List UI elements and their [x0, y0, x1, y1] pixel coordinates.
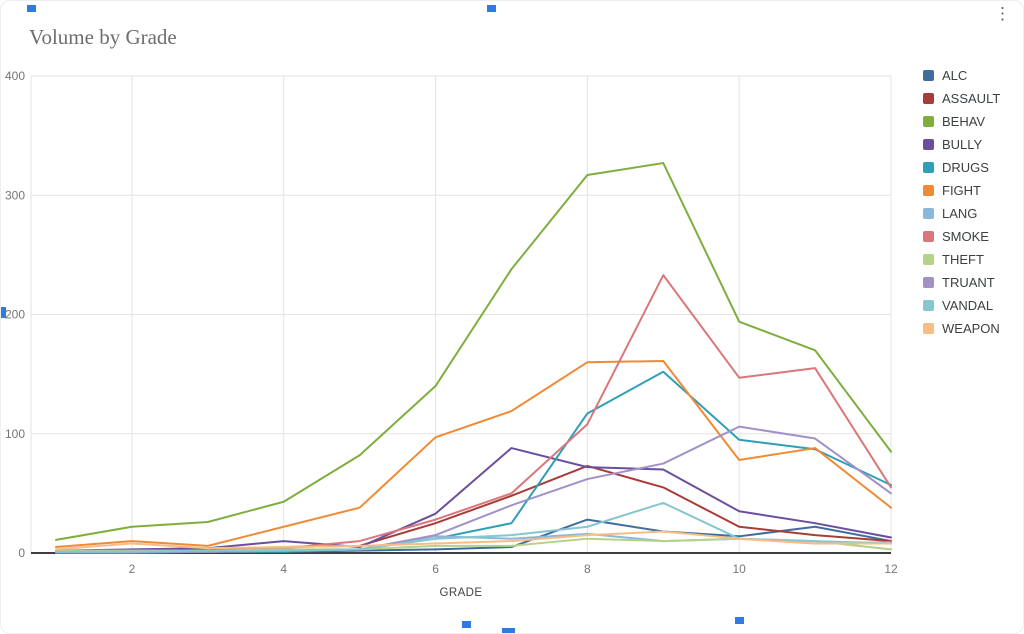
x-tick-label: 10	[733, 562, 747, 576]
legend-swatch	[923, 300, 934, 311]
legend-label: SMOKE	[942, 229, 989, 244]
legend: ALC ASSAULT BEHAV BULLY DRUGS FIGHT LANG SMOKE T…	[923, 69, 1000, 335]
legend-label: LANG	[942, 206, 978, 221]
x-axis-title: GRADE	[439, 587, 483, 599]
legend-label: TRUANT	[942, 275, 995, 290]
series-line-bully[interactable]	[55, 447, 892, 552]
legend-swatch	[923, 277, 934, 288]
kebab-menu-icon: ⋮	[994, 4, 1011, 23]
legend-label: DRUGS	[942, 160, 989, 175]
y-tick-label: 200	[5, 308, 25, 322]
series-line-weapon[interactable]	[55, 530, 892, 551]
legend-item-behav[interactable]: BEHAV	[923, 115, 1000, 128]
legend-label: BULLY	[942, 137, 983, 152]
artifact-mark	[462, 621, 471, 628]
x-tick-label: 6	[432, 562, 439, 576]
legend-swatch	[923, 323, 934, 334]
legend-swatch	[923, 93, 934, 104]
x-tick-label: 12	[884, 562, 898, 576]
legend-label: FIGHT	[942, 183, 981, 198]
legend-item-alc[interactable]: ALC	[923, 69, 1000, 82]
legend-swatch	[923, 254, 934, 265]
legend-label: ASSAULT	[942, 91, 1001, 106]
legend-swatch	[923, 162, 934, 173]
legend-swatch	[923, 116, 934, 127]
artifact-mark	[487, 5, 496, 12]
legend-swatch	[923, 70, 934, 81]
x-tick-label: 8	[584, 562, 591, 576]
legend-item-smoke[interactable]: SMOKE	[923, 230, 1000, 243]
legend-swatch	[923, 208, 934, 219]
legend-item-vandal[interactable]: VANDAL	[923, 299, 1000, 312]
artifact-mark	[502, 628, 515, 633]
line-chart[interactable]: 0 100 200 300 400 2 4 6 8 10 12	[1, 53, 901, 613]
y-tick-label: 100	[5, 427, 25, 441]
legend-item-weapon[interactable]: WEAPON	[923, 322, 1000, 335]
legend-swatch	[923, 139, 934, 150]
y-tick-label: 300	[5, 188, 25, 202]
legend-item-theft[interactable]: THEFT	[923, 253, 1000, 266]
x-tick-label: 4	[280, 562, 287, 576]
legend-swatch	[923, 231, 934, 242]
legend-item-drugs[interactable]: DRUGS	[923, 161, 1000, 174]
legend-item-assault[interactable]: ASSAULT	[923, 92, 1000, 105]
legend-item-fight[interactable]: FIGHT	[923, 184, 1000, 197]
y-tick-label: 0	[18, 546, 25, 560]
series-line-behav[interactable]	[55, 162, 892, 541]
y-tick-label: 400	[5, 69, 25, 83]
legend-label: VANDAL	[942, 298, 994, 313]
legend-label: WEAPON	[942, 321, 1000, 336]
legend-label: THEFT	[942, 252, 984, 267]
chart-title: Volume by Grade	[29, 25, 177, 49]
series-line-drugs[interactable]	[55, 370, 892, 554]
x-tick-label: 2	[129, 562, 136, 576]
legend-swatch	[923, 185, 934, 196]
legend-item-truant[interactable]: TRUANT	[923, 276, 1000, 289]
legend-label: ALC	[942, 68, 968, 83]
series-line-fight[interactable]	[55, 360, 892, 549]
artifact-mark	[1, 307, 6, 318]
artifact-mark	[27, 5, 36, 12]
legend-item-bully[interactable]: BULLY	[923, 138, 1000, 151]
more-options-button[interactable]: ⋮	[986, 1, 1019, 27]
legend-label: BEHAV	[942, 114, 986, 129]
legend-item-lang[interactable]: LANG	[923, 207, 1000, 220]
plot-area: 0 100 200 300 400 2 4 6 8 10 12	[1, 53, 901, 613]
artifact-mark	[735, 617, 744, 624]
